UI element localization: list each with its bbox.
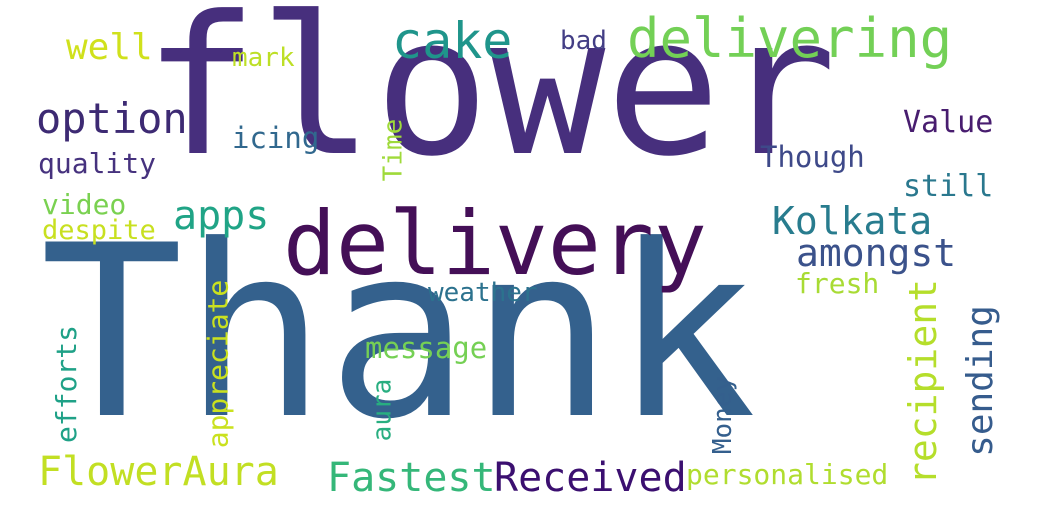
word-sending: sending bbox=[959, 305, 1001, 457]
word-quality: quality bbox=[38, 147, 157, 180]
word-efforts: efforts bbox=[50, 324, 84, 444]
word-personalised: personalised bbox=[686, 458, 889, 491]
word-thank: Thank bbox=[40, 195, 757, 472]
word-flower: flower bbox=[143, 0, 837, 199]
word-time: Time bbox=[378, 118, 409, 182]
word-value: Value bbox=[903, 105, 994, 140]
word-recipient: recipient bbox=[900, 279, 945, 485]
word-mark: mark bbox=[232, 43, 295, 73]
word-apps: apps bbox=[173, 193, 270, 239]
word-message: message bbox=[365, 331, 488, 365]
word-option: option bbox=[36, 94, 188, 143]
word-delivering: delivering bbox=[627, 7, 953, 70]
word-aura: aura bbox=[367, 378, 398, 442]
word-fresh: fresh bbox=[795, 267, 880, 300]
word-still: still bbox=[903, 169, 994, 204]
word-despite: despite bbox=[42, 215, 156, 246]
word-amongst: amongst bbox=[796, 231, 957, 275]
word-video: video bbox=[42, 188, 127, 221]
word-cake: cake bbox=[392, 12, 513, 70]
word-delivery: delivery bbox=[283, 192, 707, 295]
word-kolkata: Kolkata bbox=[772, 199, 933, 243]
word-received: Received bbox=[494, 455, 687, 501]
word-floweraura: FlowerAura bbox=[38, 449, 279, 495]
word-icing: icing bbox=[232, 121, 320, 155]
word-fastest: Fastest bbox=[327, 455, 496, 501]
word-though: Though bbox=[760, 140, 865, 174]
word-well: well bbox=[66, 27, 153, 68]
word-money: Money bbox=[708, 375, 739, 455]
word-bad: bad bbox=[560, 26, 607, 56]
word-appreciate: appreciate bbox=[201, 279, 235, 449]
word-weather: weather bbox=[428, 278, 538, 308]
